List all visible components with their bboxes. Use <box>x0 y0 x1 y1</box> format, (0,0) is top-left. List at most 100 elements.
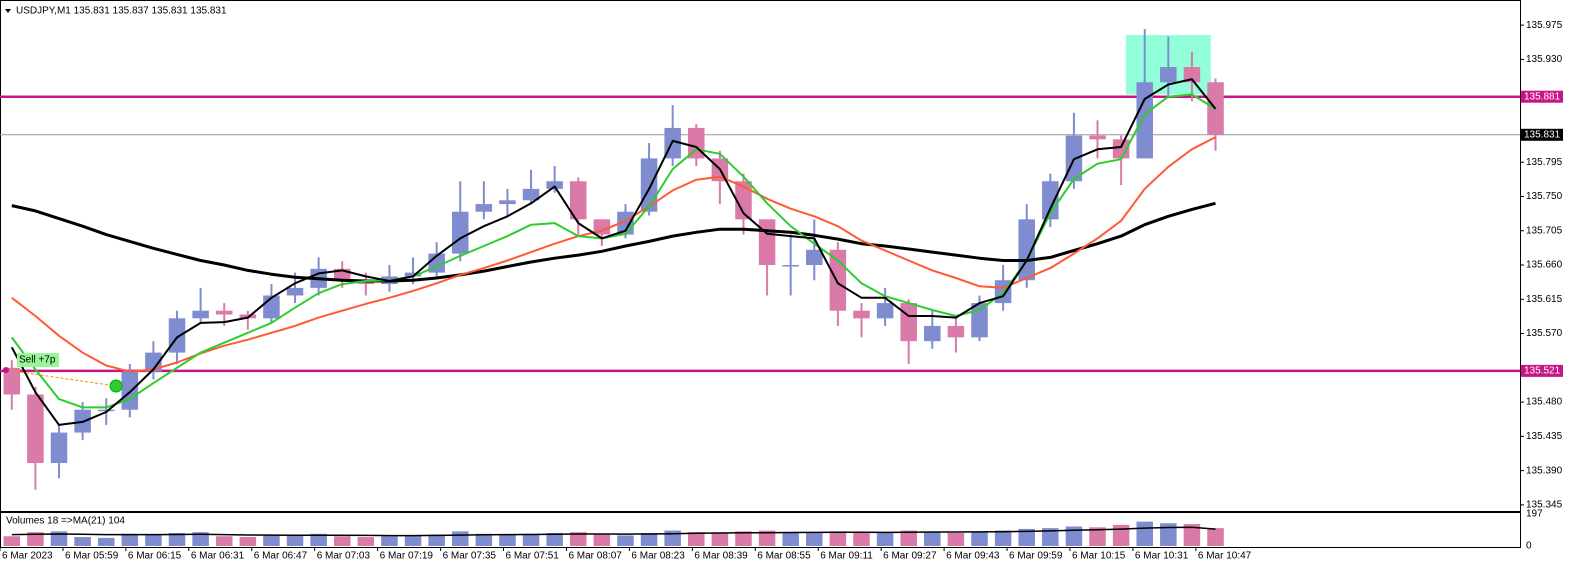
x-tick-label: 6 Mar 10:15 <box>1072 551 1126 562</box>
volume-bar <box>499 534 516 546</box>
candle-body <box>853 310 870 319</box>
volume-bar <box>617 535 634 546</box>
candle-body <box>640 158 658 212</box>
volume-bar <box>971 531 988 546</box>
candle-body <box>1136 82 1153 159</box>
volume-tick-label: 197 <box>1526 509 1543 520</box>
x-tick-label: 6 Mar 07:51 <box>506 551 560 562</box>
y-tick-label: 135.570 <box>1526 328 1563 339</box>
candle-body <box>806 249 823 266</box>
candle-body <box>499 200 516 205</box>
volume-bar <box>688 532 705 546</box>
volume-bar <box>829 531 847 546</box>
candle-body <box>50 432 68 464</box>
volume-bar <box>1089 527 1106 546</box>
x-tick-label: 6 Mar 08:07 <box>568 551 622 562</box>
price-label: 135.831 <box>1524 129 1561 140</box>
volume-ma <box>11 526 1216 537</box>
volume-bar <box>711 533 729 546</box>
x-tick-label: 6 Mar 06:47 <box>254 551 308 562</box>
candle-body <box>1089 135 1106 140</box>
trade-label-bg <box>17 353 59 367</box>
x-tick-label: 6 Mar 06:15 <box>128 551 182 562</box>
candle-body <box>121 371 139 410</box>
price-label: 135.521 <box>1524 366 1561 377</box>
candle-body <box>1160 67 1177 83</box>
volume-bar <box>758 530 776 546</box>
trade-exit <box>109 379 123 393</box>
menu-arrow[interactable] <box>5 9 11 13</box>
x-tick-label: 6 Mar 07:19 <box>380 551 434 562</box>
volume-bar <box>924 532 941 546</box>
volume-bar <box>239 537 257 546</box>
y-tick-label: 135.705 <box>1526 225 1563 236</box>
candle-body <box>168 318 186 353</box>
y-tick-label: 135.750 <box>1526 191 1563 202</box>
y-tick-label: 135.435 <box>1526 431 1563 442</box>
volume-bar <box>782 533 799 546</box>
y-tick-label: 135.930 <box>1526 54 1563 65</box>
candle-body <box>333 268 351 281</box>
volume-bar <box>640 533 658 546</box>
candle-body <box>735 181 752 220</box>
candle-body <box>97 409 115 412</box>
x-tick-label: 6 Mar 10:31 <box>1135 551 1189 562</box>
x-tick-label: 6 Mar 06:31 <box>191 551 245 562</box>
price-label: 135.881 <box>1524 91 1561 102</box>
volume-bar <box>97 537 115 546</box>
chart-title: USDJPY,M1 135.831 135.837 135.831 135.83… <box>16 6 227 17</box>
volume-bar <box>900 530 917 546</box>
x-tick-label: 6 Mar 08:39 <box>694 551 748 562</box>
candle-body <box>829 249 847 311</box>
y-tick-label: 135.660 <box>1526 260 1563 271</box>
volume-bar <box>1183 524 1201 546</box>
candle-body <box>782 265 799 267</box>
candle-body <box>546 181 563 189</box>
candle-body <box>758 219 776 266</box>
price-label-bg <box>1521 364 1563 377</box>
volume-bar <box>1207 528 1224 546</box>
x-tick-label: 6 Mar 09:27 <box>883 551 937 562</box>
volume-bar <box>1042 528 1059 546</box>
volume-bar <box>853 532 870 546</box>
moving-average <box>11 201 1216 283</box>
candle-body <box>475 204 493 212</box>
candle-body <box>1042 181 1059 220</box>
candle-body <box>522 188 540 201</box>
volume-bar <box>428 534 445 546</box>
y-tick-label: 135.390 <box>1526 465 1563 476</box>
price-label-bg <box>1521 90 1563 103</box>
volume-bar <box>404 535 422 546</box>
moving-average <box>10 78 1217 426</box>
trade-link <box>5 369 117 387</box>
candle-body <box>192 310 209 319</box>
x-tick-label: 6 Mar 07:35 <box>443 551 497 562</box>
candle-body <box>145 352 162 372</box>
volume-bar <box>192 532 209 546</box>
volume-bar <box>215 536 233 546</box>
volume-bar <box>121 533 139 546</box>
volume-bar <box>27 532 44 546</box>
candle-body <box>900 303 917 342</box>
volume-bar <box>806 532 823 546</box>
x-tick-label: 6 Mar 07:03 <box>317 551 371 562</box>
candle-body <box>215 310 233 315</box>
x-tick-label: 6 Mar 05:59 <box>65 551 119 562</box>
candle-body <box>924 325 941 342</box>
candle-body <box>1183 67 1201 83</box>
candle-body <box>27 394 44 464</box>
volume-bar <box>546 533 563 546</box>
x-tick-label: 6 Mar 09:43 <box>946 551 1000 562</box>
volume-bar <box>475 533 493 546</box>
y-tick-label: 135.795 <box>1526 157 1563 168</box>
candle-body <box>876 303 894 319</box>
candle-body <box>286 287 304 296</box>
y-tick-label: 135.345 <box>1526 500 1563 511</box>
volume-bar <box>310 533 327 546</box>
candle-body <box>947 325 965 338</box>
price-label-bg <box>1521 128 1563 141</box>
volume-bar <box>286 534 304 546</box>
trade-entry <box>3 367 9 373</box>
volume-bar <box>522 533 540 546</box>
